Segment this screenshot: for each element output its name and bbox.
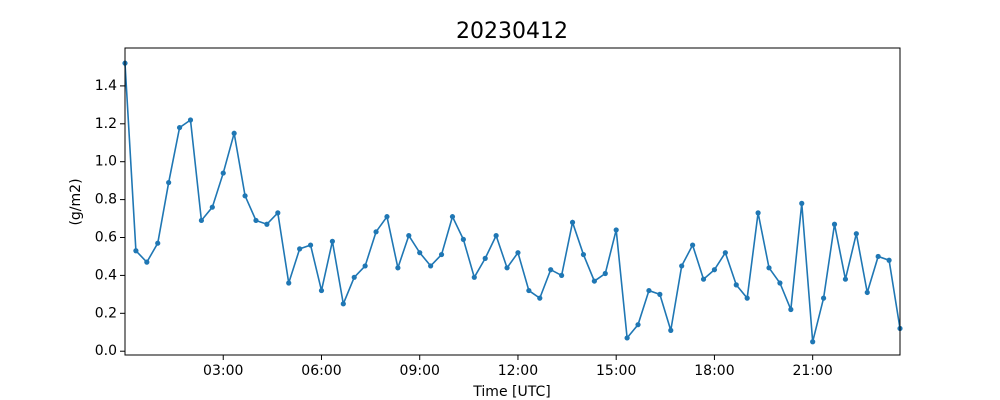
marker [875, 253, 881, 260]
marker [198, 217, 205, 224]
marker [351, 274, 357, 280]
marker [842, 276, 849, 282]
marker [286, 280, 292, 286]
marker [384, 214, 390, 220]
y-tick-label: 1.4 [95, 78, 117, 94]
marker [788, 306, 794, 313]
marker [777, 280, 783, 286]
x-tick-label: 09:00 [400, 363, 440, 379]
x-axis-label: Time [UTC] [472, 384, 550, 400]
marker [624, 335, 630, 341]
marker [569, 219, 576, 225]
marker [711, 267, 718, 273]
marker [482, 255, 488, 261]
marker [493, 233, 499, 239]
marker [155, 240, 161, 246]
y-tick-label: 0.2 [95, 305, 117, 321]
marker [340, 301, 346, 307]
marker [722, 250, 728, 256]
marker [613, 227, 619, 233]
marker [591, 278, 597, 284]
marker [700, 276, 707, 282]
y-tick-label: 1.2 [95, 116, 117, 132]
marker [646, 287, 652, 294]
marker [810, 339, 816, 345]
marker [307, 242, 314, 248]
marker [580, 251, 587, 258]
marker [679, 263, 685, 269]
marker [668, 327, 674, 333]
marker [744, 295, 750, 301]
marker [318, 287, 325, 294]
line [124, 63, 901, 342]
x-tick-label: 21:00 [792, 363, 832, 379]
x-tick-label: 18:00 [694, 363, 734, 379]
marker [504, 265, 510, 271]
marker [133, 248, 139, 254]
marker [820, 295, 827, 301]
marker [799, 200, 805, 206]
plot-frame [124, 47, 901, 356]
x-tick-label: 12:00 [498, 363, 538, 379]
marker [187, 117, 194, 123]
marker [275, 210, 281, 216]
y-tick-label: 1.0 [95, 154, 117, 170]
marker [395, 265, 401, 271]
marker [515, 250, 521, 256]
marker [537, 295, 543, 301]
x-tick-label: 03:00 [203, 363, 243, 379]
marker [657, 291, 663, 297]
y-axis-label: (g/m2) [68, 178, 84, 225]
marker [864, 289, 870, 296]
marker [602, 270, 608, 277]
marker [166, 179, 172, 186]
marker [209, 204, 215, 210]
marker [886, 257, 892, 263]
marker [460, 236, 466, 243]
x-tick-label: 06:00 [301, 363, 341, 379]
marker [144, 259, 150, 265]
marker [635, 322, 641, 328]
marker [373, 229, 379, 235]
marker [253, 217, 259, 224]
marker [231, 130, 237, 136]
marker [766, 265, 772, 271]
y-tick-label: 0.4 [95, 267, 117, 283]
chart-title: 20230412 [456, 19, 568, 44]
marker [176, 124, 183, 131]
marker [264, 221, 270, 227]
marker [471, 274, 477, 280]
marker [428, 263, 434, 269]
marker [559, 272, 565, 279]
y-tick-label: 0.0 [95, 343, 117, 359]
marker [417, 250, 423, 256]
marker [690, 242, 696, 248]
marker [449, 214, 456, 220]
marker [220, 170, 226, 176]
marker [831, 221, 838, 227]
marker [438, 251, 445, 258]
marker [242, 193, 248, 199]
marker [755, 210, 761, 216]
x-tick-label: 15:00 [596, 363, 636, 379]
marker [733, 282, 739, 288]
y-tick-label: 0.6 [95, 230, 117, 246]
marker [548, 267, 554, 273]
marker [362, 263, 368, 269]
marker [526, 287, 532, 294]
marker [297, 246, 303, 252]
marker [853, 231, 859, 237]
y-tick-label: 0.8 [95, 192, 117, 208]
marker [406, 233, 412, 239]
marker [329, 238, 335, 244]
